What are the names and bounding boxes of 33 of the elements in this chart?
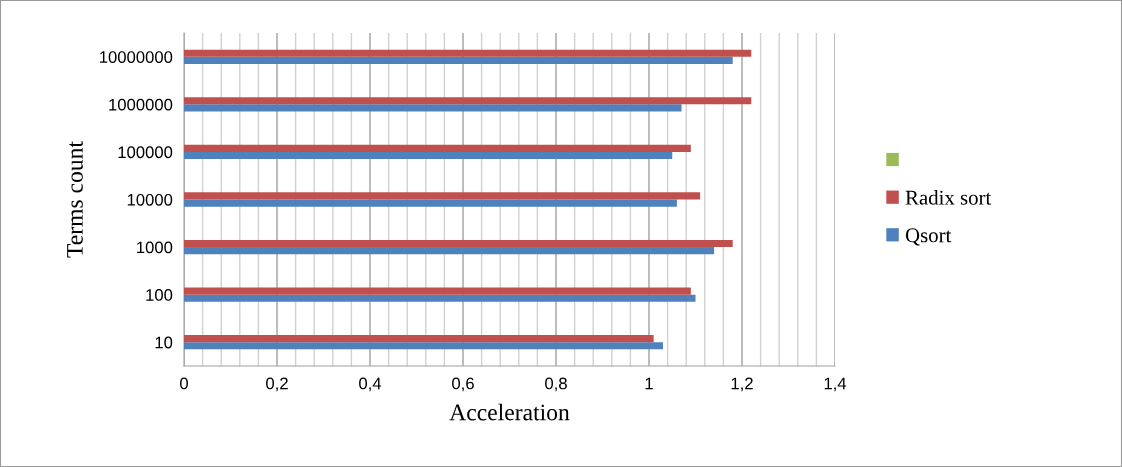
- x-tick-label: 0,6: [452, 377, 474, 392]
- y-tick-label: 10000000: [100, 51, 173, 63]
- x-tick-label: 1,4: [824, 377, 847, 392]
- y-tick-label: 1000: [137, 241, 173, 254]
- y-tick-label: 10: [155, 336, 173, 349]
- bar: [184, 104, 682, 112]
- x-tick-label: 0,2: [266, 377, 288, 392]
- bar: [184, 144, 691, 152]
- bar: [184, 49, 752, 57]
- bar: [184, 97, 752, 105]
- bar: [184, 294, 696, 302]
- bar: [184, 151, 673, 160]
- x-tick-label: 1: [645, 377, 653, 390]
- x-axis-title: Acceleration: [449, 403, 570, 421]
- bar: [184, 247, 715, 255]
- bar: [184, 192, 701, 200]
- bar: [184, 56, 733, 64]
- x-tick-label: 0,4: [359, 377, 382, 392]
- y-axis-title: Terms count: [67, 141, 83, 258]
- y-tick-label: 10000: [127, 193, 173, 206]
- legend-label: Qsort: [905, 228, 952, 246]
- x-tick-label: 1,2: [731, 377, 753, 392]
- bar: [184, 335, 654, 343]
- y-tick-label: 1000000: [109, 98, 173, 111]
- x-tick-label: 0: [180, 377, 188, 390]
- y-tick-label: 100000: [118, 146, 173, 159]
- bar: [184, 287, 691, 295]
- bar: [184, 239, 733, 248]
- bar: [184, 342, 663, 350]
- y-tick-label: 100: [146, 289, 173, 301]
- x-tick-label: 0,8: [545, 377, 567, 392]
- bar: [184, 199, 677, 207]
- legend-label: Radix sort: [905, 190, 992, 205]
